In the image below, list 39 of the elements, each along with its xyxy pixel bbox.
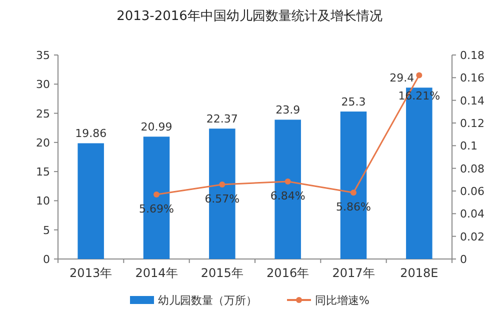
y-tick-label: 10 [36,194,50,208]
data-label: 23.9 [276,104,300,117]
data-label: 22.37 [206,112,238,126]
x-tick-label: 2015年 [200,266,244,280]
y2-tick-label: 0.04 [460,208,484,221]
y2-tick-label: 0.12 [460,117,484,130]
point [284,178,291,184]
data-label: 19.86 [75,127,107,140]
legend-label: 幼儿园数量（万所） [158,294,257,307]
bar [78,143,104,259]
y-tick-label: 25 [36,107,50,120]
y2-tick-label: 0.06 [460,185,484,198]
y2-tick-label: 0.16 [460,72,484,85]
point [350,190,356,196]
x-tick-label: 2018E [400,266,438,280]
y2-tick-label: 0.14 [460,94,484,108]
x-tick-label: 2017年 [332,266,375,280]
y-tick-label: 0 [43,253,50,266]
x-tick-label: 2016年 [266,266,310,280]
x-tick-label: 2014年 [135,266,178,280]
y-tick-label: 15 [36,166,50,179]
y-tick-label: 35 [36,49,50,62]
point [416,72,422,78]
data-label: 20.99 [140,120,172,134]
data-label: 29.4 [390,72,414,85]
y-tick-label: 5 [43,224,50,237]
y2-tick-label: 0.08 [460,162,484,176]
x-tick-label: 2013年 [70,266,112,280]
y2-tick-label: 0.02 [460,230,484,244]
y-tick-label: 20 [36,136,50,150]
y2-tick-label: 0.1 [460,140,478,153]
point [219,182,226,188]
data-label: 25.3 [341,96,366,109]
chart-title: 2013-2016年中国幼儿园数量统计及增长情况 [116,9,382,24]
point [154,192,160,198]
y-tick-label: 30 [36,78,50,92]
legend-label: 同比增速% [315,294,370,307]
y2-tick-label: 0 [460,253,467,266]
y2-tick-label: 0.18 [460,49,484,62]
